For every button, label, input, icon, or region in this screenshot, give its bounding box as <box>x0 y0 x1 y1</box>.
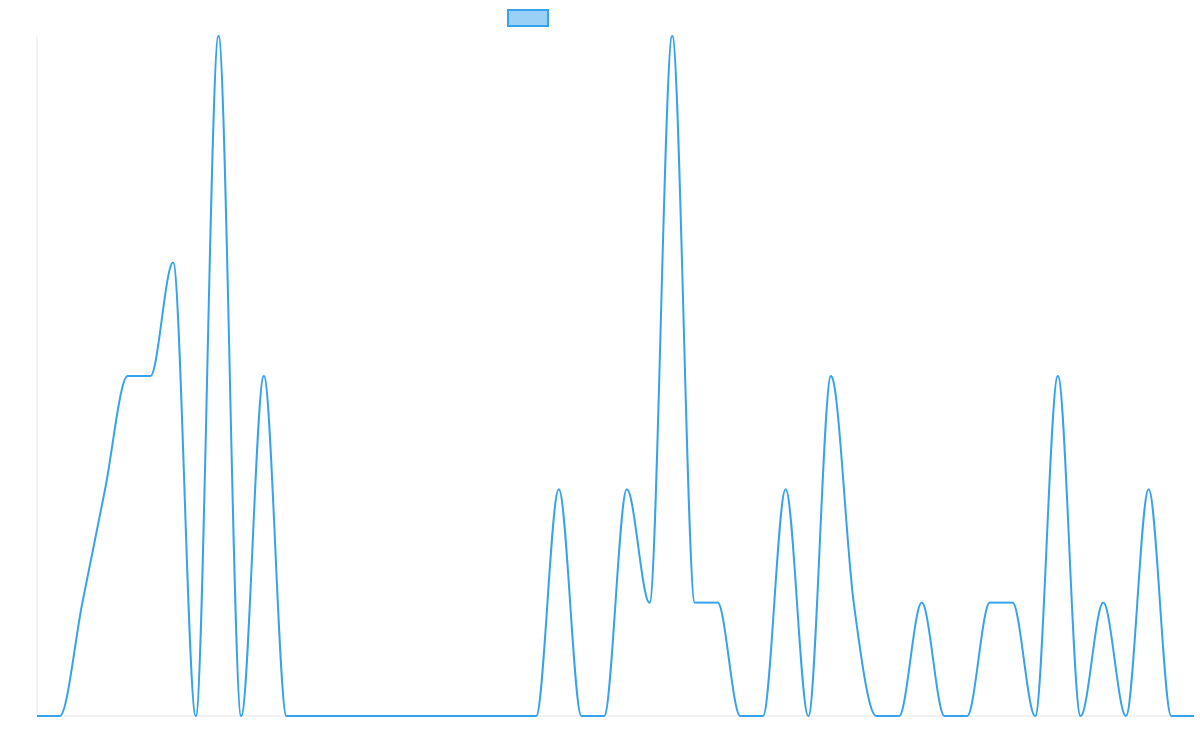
legend[interactable] <box>507 9 549 27</box>
series-layer <box>37 34 1194 718</box>
series-line-0[interactable] <box>37 34 1194 718</box>
axes <box>36 36 1194 717</box>
legend-swatch[interactable] <box>507 9 549 27</box>
